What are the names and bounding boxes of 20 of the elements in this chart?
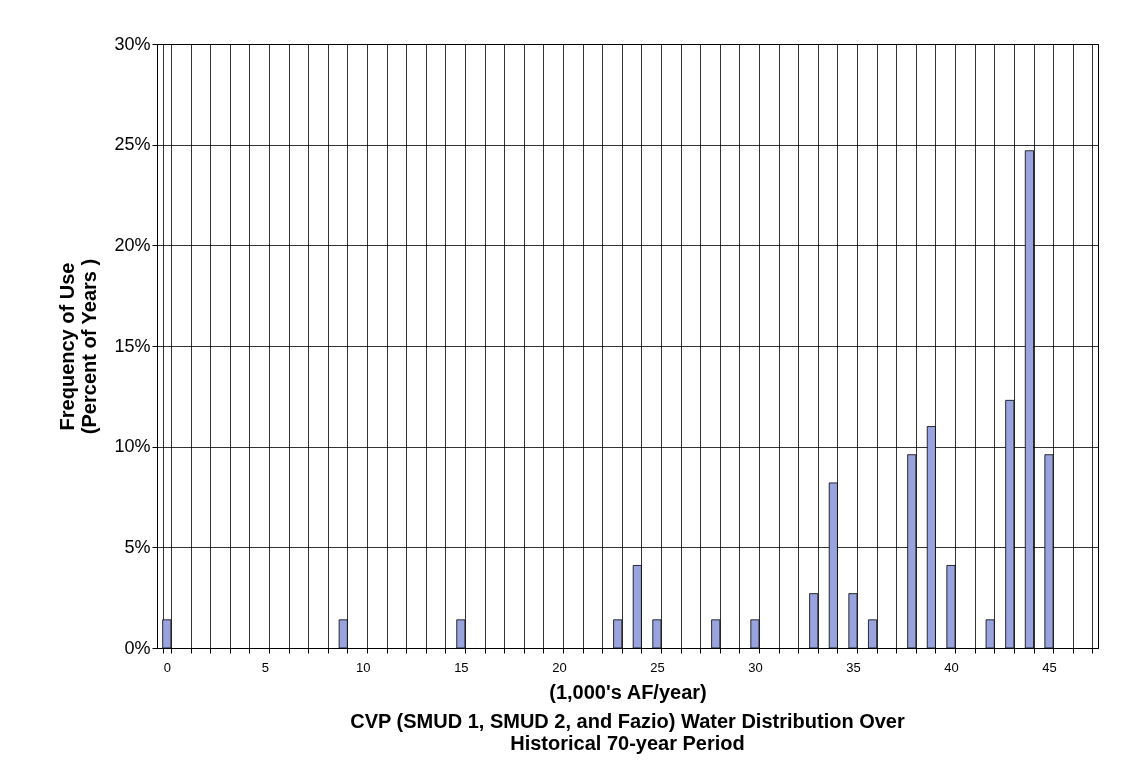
x-tick-label: 5 [261,659,269,675]
x-axis-title: (1,000's AF/year) [549,680,707,703]
y-tick-label: 15% [114,335,151,356]
x-tick-label: 10 [356,659,371,675]
x-tick-label: 15 [454,659,469,675]
y-tick-label: 5% [124,536,151,557]
x-tick-label: 25 [650,659,665,675]
x-tick-label: 45 [1042,659,1057,675]
y-tick-label: 25% [114,134,151,155]
y-tick-label: 30% [114,33,151,54]
text: CVP (SMUD 1, SMUD 2, and Fazio) Water Distribution Over Historical 70-year Period [350,710,905,754]
x-tick-label: 35 [846,659,861,675]
x-tick-label: 40 [944,659,959,675]
y-tick-label: 20% [114,234,151,255]
y-axis-title: Frequency of Use (Percent of Years ) [56,258,101,435]
x-tick-label: 0 [163,659,171,675]
x-tick-label: 20 [552,659,567,675]
y-tick-label: 0% [124,637,151,658]
y-tick-label: 10% [114,436,151,457]
x-tick-label: 30 [748,659,763,675]
